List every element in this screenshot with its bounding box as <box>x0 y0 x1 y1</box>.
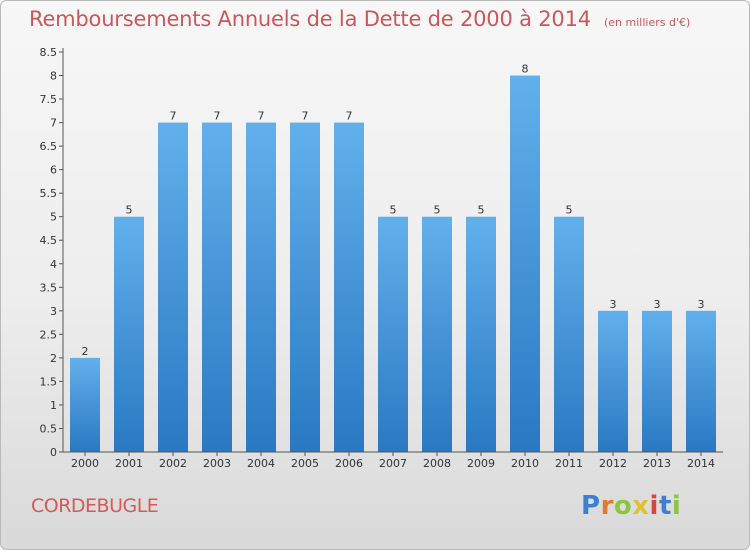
y-tick-label: 0.5 <box>40 422 58 435</box>
logo-letter: i <box>649 491 659 521</box>
y-tick-label: 6 <box>50 164 57 177</box>
data-label-2000: 2 <box>82 345 89 358</box>
data-label-2010: 8 <box>522 63 529 76</box>
x-tick-label: 2000 <box>71 457 99 470</box>
y-tick-label: 8 <box>50 70 57 83</box>
bar-2013 <box>642 310 672 452</box>
y-tick-label: 6.5 <box>40 140 58 153</box>
data-label-2011: 5 <box>566 204 573 217</box>
bar-2005 <box>290 122 320 453</box>
data-label-2001: 5 <box>126 204 133 217</box>
y-tick-label: 0 <box>50 446 57 459</box>
x-axis: 2000 2001 2002 2003 2004 2005 2006 2007 2008 2009… <box>63 451 723 470</box>
y-tick-label: 5 <box>50 211 57 224</box>
logo-letter: o <box>613 491 633 521</box>
data-label-2003: 7 <box>214 110 221 123</box>
y-tick-label: 1 <box>50 399 57 412</box>
logo-letter: r <box>600 491 614 521</box>
logo-letter: P <box>581 491 601 521</box>
proxiti-logo: Proxiti <box>581 491 681 521</box>
data-label-2002: 7 <box>170 110 177 123</box>
y-tick-label: 4.5 <box>40 234 58 247</box>
bar-2011 <box>554 216 584 452</box>
y-tick-label: 4 <box>50 258 57 271</box>
y-tick-label: 2 <box>50 352 57 365</box>
x-tick-label: 2010 <box>511 457 539 470</box>
x-tick-label: 2012 <box>599 457 627 470</box>
x-tick-label: 2007 <box>379 457 407 470</box>
data-label-2009: 5 <box>478 204 485 217</box>
x-tick-label: 2013 <box>643 457 671 470</box>
y-tick-label: 8.5 <box>40 46 58 59</box>
y-tick-label: 3 <box>50 305 57 318</box>
data-label-2005: 7 <box>302 110 309 123</box>
x-tick-label: 2005 <box>291 457 319 470</box>
bar-2000 <box>70 357 100 452</box>
logo-letter: t <box>658 491 672 521</box>
logo-letter: i <box>671 491 682 521</box>
x-tick-label: 2008 <box>423 457 451 470</box>
logo-letter: x <box>632 491 650 521</box>
y-tick-label: 7 <box>50 117 57 130</box>
commune-name: CORDEBUGLE <box>31 495 159 517</box>
bar-2008 <box>422 216 452 452</box>
y-tick-label: 1.5 <box>40 375 58 388</box>
y-tick-label: 2.5 <box>40 328 58 341</box>
bar-2003 <box>202 122 232 453</box>
bar-2001 <box>114 216 144 452</box>
bar-2004 <box>246 122 276 453</box>
chart-title: Remboursements Annuels de la Dette de 20… <box>29 7 591 31</box>
data-label-2006: 7 <box>346 110 353 123</box>
y-tick-label: 7.5 <box>40 93 58 106</box>
data-label-2012: 3 <box>610 298 617 311</box>
bar-2014 <box>686 310 716 452</box>
bar-2006 <box>334 122 364 453</box>
bar-2002 <box>158 122 188 453</box>
x-tick-label: 2006 <box>335 457 363 470</box>
title-row: Remboursements Annuels de la Dette de 20… <box>29 7 690 31</box>
unit-note: (en milliers d'€) <box>604 16 691 29</box>
x-tick-label: 2014 <box>687 457 715 470</box>
data-label-2004: 7 <box>258 110 265 123</box>
bar-2009 <box>466 216 496 452</box>
x-tick-label: 2009 <box>467 457 495 470</box>
data-label-2008: 5 <box>434 204 441 217</box>
bars: 2 5 7 7 7 7 7 5 5 5 8 5 3 3 3 <box>70 63 716 453</box>
data-label-2007: 5 <box>390 204 397 217</box>
bar-2007 <box>378 216 408 452</box>
bar-2010 <box>510 75 540 452</box>
x-tick-label: 2003 <box>203 457 231 470</box>
data-label-2014: 3 <box>698 298 705 311</box>
bar-2012 <box>598 310 628 452</box>
y-axis: 0 0.5 1 1.5 2 2.5 3 3.5 4 4.5 5 5.5 6 6.5 7 7.5 8 8.5 <box>40 46 64 459</box>
x-tick-label: 2011 <box>555 457 583 470</box>
x-tick-label: 2001 <box>115 457 143 470</box>
x-tick-label: 2004 <box>247 457 275 470</box>
y-tick-label: 5.5 <box>40 187 58 200</box>
x-tick-label: 2002 <box>159 457 187 470</box>
y-tick-label: 3.5 <box>40 281 58 294</box>
data-label-2013: 3 <box>654 298 661 311</box>
